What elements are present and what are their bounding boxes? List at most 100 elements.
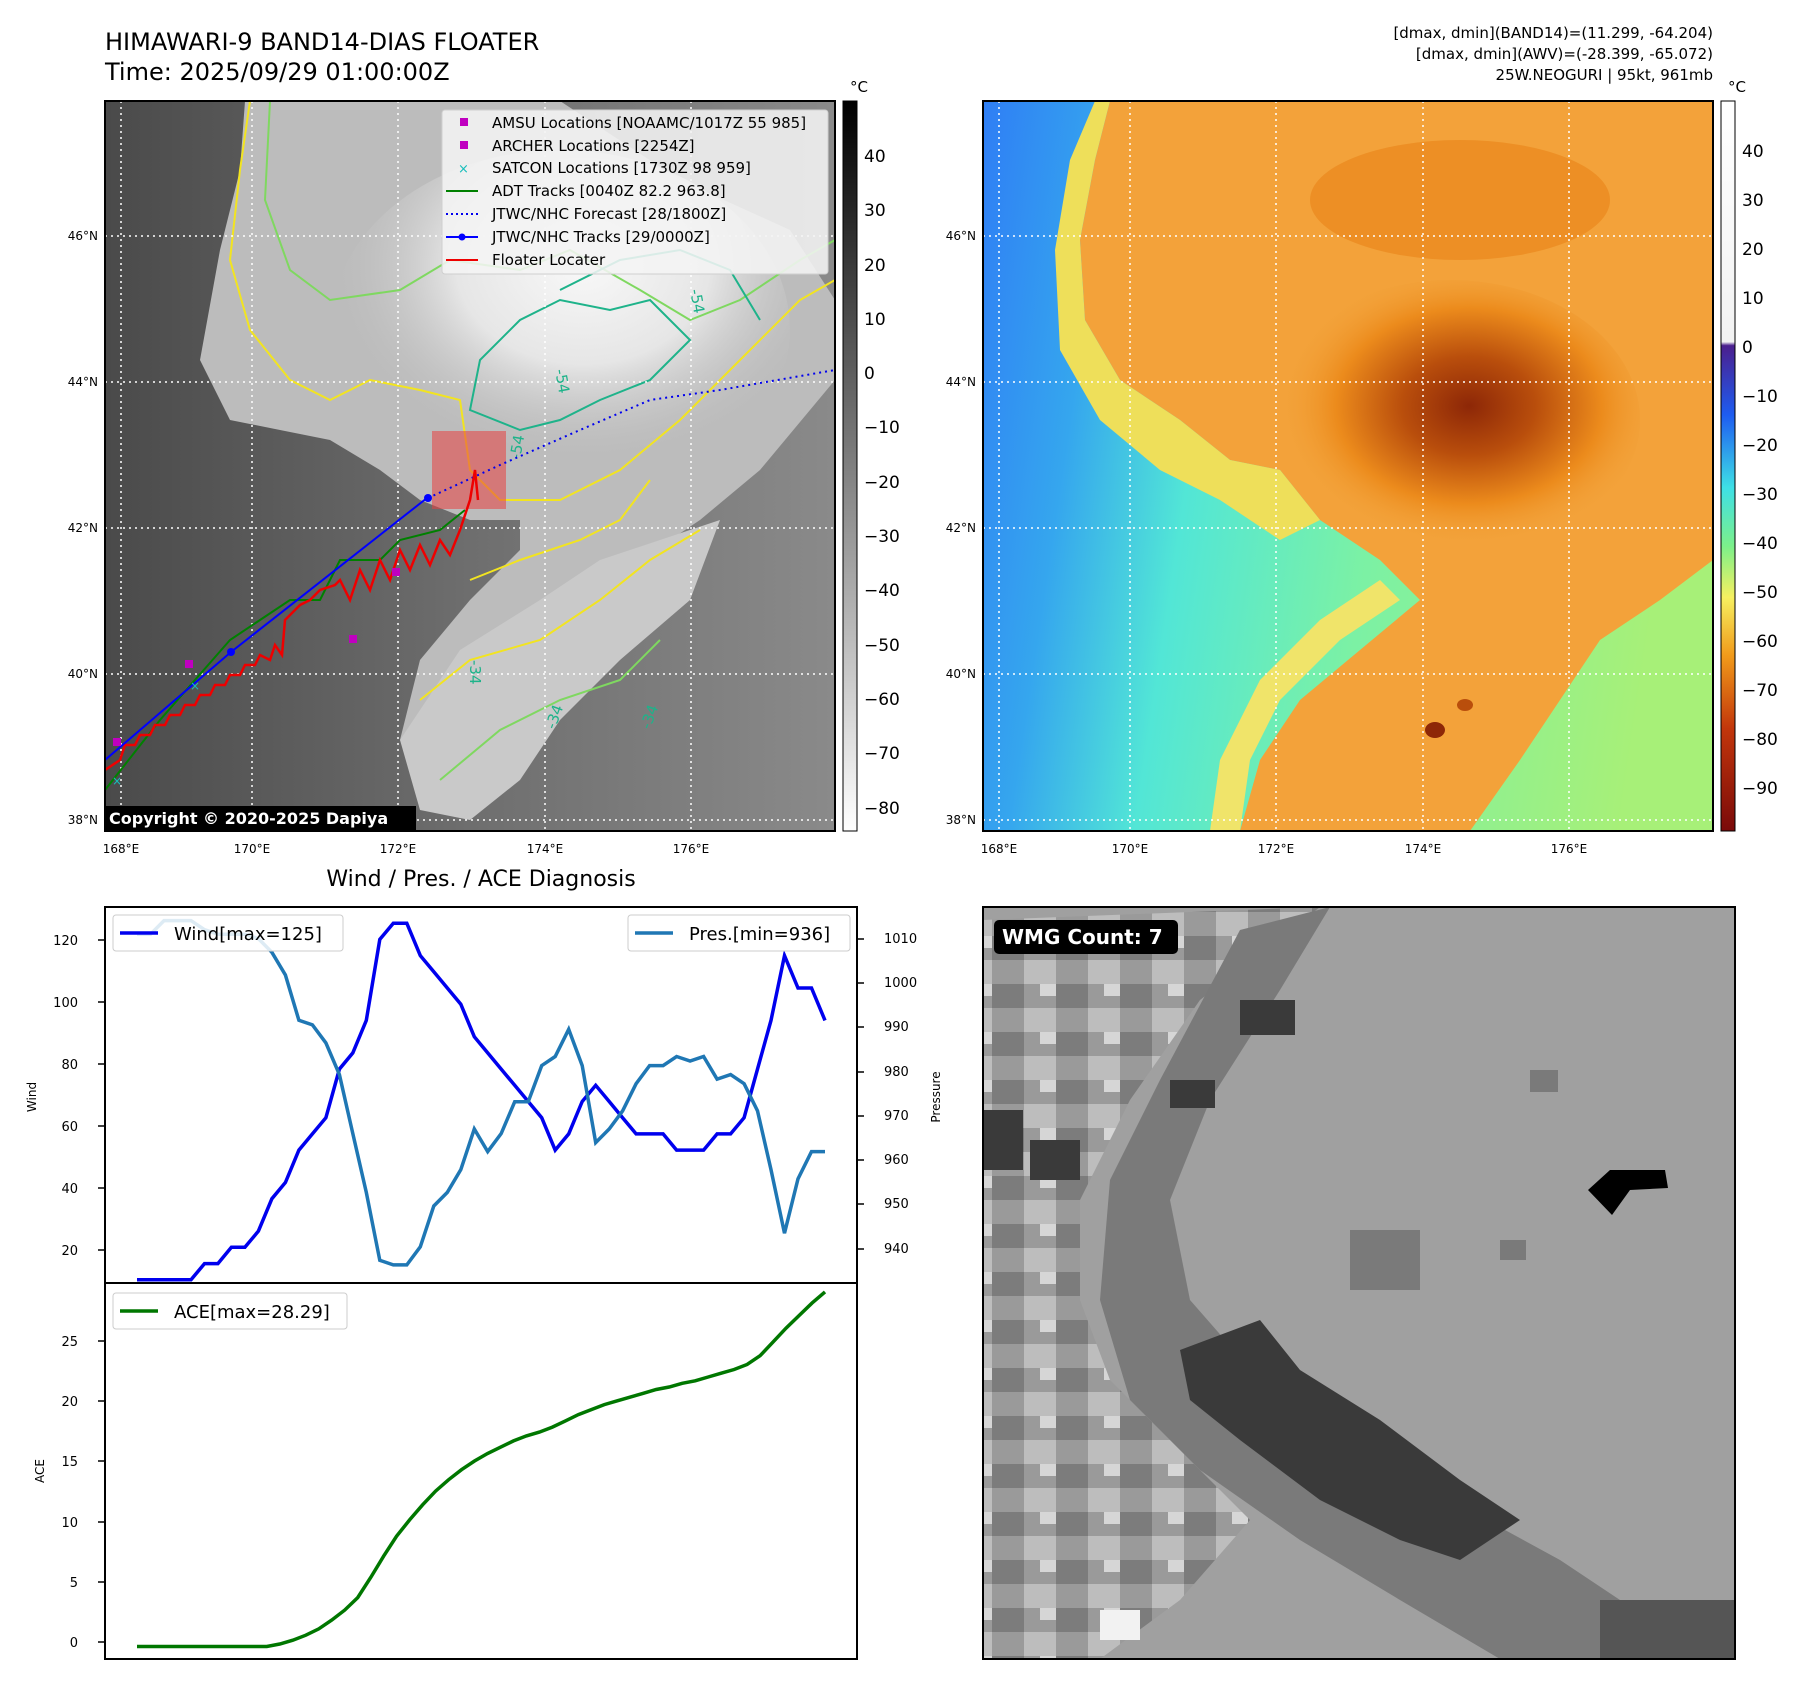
lat-tick: 40°N: [946, 667, 976, 681]
lon-tick: 170°E: [234, 842, 271, 856]
pres-tick: 1000: [884, 976, 917, 991]
cb-tick: 10: [1742, 289, 1764, 309]
amsu-marker: [185, 660, 193, 668]
lat-tick: 42°N: [68, 521, 98, 535]
cb-tick: −80: [1742, 730, 1778, 750]
wind-tick: 40: [61, 1182, 78, 1197]
floater-box: [432, 431, 506, 509]
cb-tick: −50: [864, 636, 900, 656]
legend-tracks: JTWC/NHC Tracks [29/0000Z]: [491, 228, 710, 246]
wmg-dark-band: [1100, 907, 1735, 1659]
cb-tick: 30: [1742, 191, 1764, 211]
pres-tick: 1010: [884, 932, 917, 947]
wind-tick: 100: [53, 996, 78, 1011]
contour-green: [439, 639, 661, 781]
cb-tick: 0: [1742, 338, 1753, 358]
ace-series-line: [137, 1290, 827, 1649]
legend-floater: Floater Locater: [492, 251, 606, 269]
header: HIMAWARI-9 BAND14-DIAS FLOATER Time: 202…: [104, 24, 1713, 86]
pres-tick: 940: [884, 1242, 909, 1257]
legend-amsu-marker: [460, 118, 468, 126]
cb-tick: 20: [864, 256, 886, 276]
lat-tick: 46°N: [68, 229, 98, 243]
legend: AMSU Locations [NOAAMC/1017Z 55 985] ARC…: [441, 109, 829, 275]
lon-tick: 174°E: [527, 842, 564, 856]
legend-archer: ARCHER Locations [2254Z]: [492, 137, 695, 155]
ace-legend-label: ACE[max=28.29]: [174, 1302, 330, 1323]
contour-label: -34: [466, 660, 484, 685]
wind-legend: Wind[max=125]: [112, 914, 344, 952]
ace-tick: 0: [70, 1636, 78, 1651]
wind-series-line: [137, 921, 827, 1282]
ace-tick: 15: [61, 1455, 78, 1470]
cloud-band: [400, 520, 720, 820]
cb-tick: −10: [1742, 387, 1778, 407]
wind-tick: 60: [61, 1120, 78, 1135]
colorbar-gray-unit: °C: [850, 78, 868, 96]
ace-tick: 25: [61, 1335, 78, 1350]
wind-tick: 120: [53, 934, 78, 949]
pres-tick: 950: [884, 1197, 909, 1212]
colorbar-gray: °C 40 30 20 10 0 −10 −20 −30 −40 −50 −60…: [842, 78, 900, 832]
map-frame: [104, 100, 836, 832]
lat-ticks-right: 46°N 44°N 42°N 40°N 38°N: [946, 229, 976, 827]
colorbar-color-unit: °C: [1728, 78, 1746, 96]
cb-tick: −30: [1742, 485, 1778, 505]
cb-tick: 40: [864, 147, 886, 167]
pres-tick: 980: [884, 1065, 909, 1080]
cb-tick: −80: [864, 799, 900, 819]
satcon-marker: ×: [190, 679, 200, 693]
legend-satcon: SATCON Locations [1730Z 98 959]: [492, 159, 751, 177]
contour-label: -54: [506, 433, 528, 460]
legend-amsu: AMSU Locations [NOAAMC/1017Z 55 985]: [492, 114, 806, 132]
archer-marker: [349, 635, 357, 643]
ace-tick: 20: [61, 1395, 78, 1410]
colorbar-color: °C 40 30 20 10 0 −10 −20 −30 −40 −50 −60…: [1720, 78, 1778, 832]
cb-tick: −60: [1742, 632, 1778, 652]
cb-tick: −70: [1742, 681, 1778, 701]
pres-legend: Pres.[min=936]: [627, 914, 851, 952]
grid-right: [983, 101, 1713, 831]
track-point: [424, 494, 432, 502]
legend-adt: ADT Tracks [0040Z 82.2 963.8]: [492, 182, 726, 200]
cb-tick: 0: [864, 364, 875, 384]
wind-legend-label: Wind[max=125]: [174, 924, 322, 945]
ace-axis-label: ACE: [33, 1459, 47, 1483]
map-frame-right: [982, 100, 1714, 832]
lon-tick: 174°E: [1405, 842, 1442, 856]
lon-tick: 168°E: [981, 842, 1018, 856]
info-storm: 25W.NEOGURI | 95kt, 961mb: [1496, 66, 1713, 84]
pres-legend-label: Pres.[min=936]: [689, 924, 830, 945]
lon-tick: 170°E: [1112, 842, 1149, 856]
wind-pres-panel: [104, 906, 858, 1284]
copyright-box: [105, 806, 416, 831]
cb-tick: −10: [864, 418, 900, 438]
lat-ticks-left: 46°N 44°N 42°N 40°N 38°N: [68, 229, 98, 827]
archer-marker: [392, 568, 400, 576]
wmg-light-region: [983, 907, 1320, 1659]
cb-tick: −20: [864, 473, 900, 493]
amsu-marker: [113, 738, 121, 746]
wmg-frame: [982, 906, 1736, 1660]
wmg-darkest-band: [1180, 1320, 1520, 1560]
contour-yellow: [469, 479, 651, 581]
figure-title: HIMAWARI-9 BAND14-DIAS FLOATER: [105, 28, 539, 56]
wind-tick: 20: [61, 1244, 78, 1259]
lon-tick: 176°E: [1551, 842, 1588, 856]
info-band14: [dmax, dmin](BAND14)=(11.299, -64.204): [1393, 24, 1713, 42]
wind-tick: 80: [61, 1058, 78, 1073]
colorbar-gray-ticks: 40 30 20 10 0 −10 −20 −30 −40 −50 −60 −7…: [864, 147, 900, 819]
ace-tick: 5: [70, 1576, 78, 1591]
contour-yellow: [419, 529, 701, 701]
lon-tick: 176°E: [673, 842, 710, 856]
cb-tick: 20: [1742, 240, 1764, 260]
cb-tick: −20: [1742, 436, 1778, 456]
pres-tick: 960: [884, 1153, 909, 1168]
ace-legend: ACE[max=28.29]: [112, 1292, 348, 1330]
track-point: [227, 648, 235, 656]
cb-tick: −90: [1742, 779, 1778, 799]
lat-tick: 40°N: [68, 667, 98, 681]
cb-tick: −40: [864, 581, 900, 601]
pres-ticks: 1010 1000 990 980 970 960 950 940: [884, 932, 917, 1257]
